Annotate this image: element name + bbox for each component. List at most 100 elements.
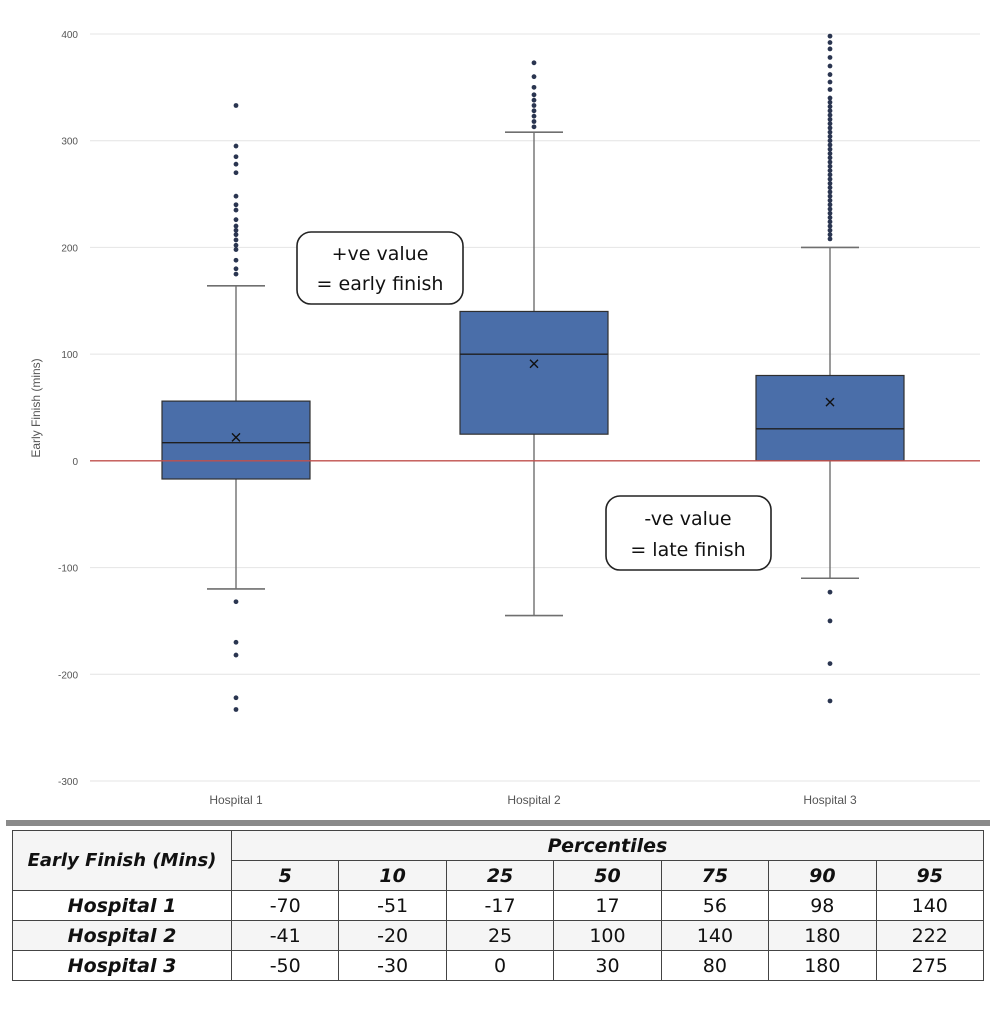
outlier-point [827, 129, 833, 135]
table-cell: -50 [230, 950, 340, 981]
outlier-point [827, 46, 833, 52]
outlier-point [827, 95, 833, 101]
table-cell: 30 [553, 950, 662, 981]
outlier-point [233, 257, 239, 263]
mean-marker [529, 359, 539, 369]
x-category-label: Hospital 2 [507, 793, 561, 807]
y-axis-ticks: -300 -200 -100 0 100 200 300 400 [58, 30, 78, 788]
outlier-point [531, 119, 537, 124]
annotation-late-finish: -ve value = late finish [605, 495, 772, 571]
outlier-point [827, 698, 833, 704]
outlier-point [827, 159, 833, 165]
outlier-point [827, 185, 833, 191]
annotation-early-finish: +ve value = early finish [296, 231, 464, 305]
table-cell: -17 [445, 890, 555, 921]
table-cell: 140 [660, 920, 770, 951]
outlier-point [531, 84, 537, 90]
outlier-point [827, 134, 833, 139]
box [755, 374, 905, 462]
table-cell: 98 [768, 890, 877, 921]
outlier-point [233, 223, 239, 229]
table-cell: -30 [338, 950, 447, 981]
y-tick-label: -200 [58, 670, 78, 681]
boxplot-chart: -300 -200 -100 0 100 200 300 400 Early Finish (… [29, 30, 980, 807]
outlier-point [233, 639, 239, 645]
outlier-point [827, 232, 833, 238]
table-cell: -51 [338, 890, 447, 921]
outlier-point [233, 599, 239, 605]
annotation-line: = late finish [630, 539, 745, 561]
outlier-point [827, 108, 833, 114]
outlier-point [233, 161, 239, 167]
outlier-point [827, 172, 833, 178]
outlier-point [233, 707, 239, 712]
outlier-point [233, 143, 239, 149]
outlier-point [827, 79, 833, 85]
outlier-point [531, 113, 537, 119]
outlier-point [827, 146, 833, 152]
x-axis-categories: Hospital 1 Hospital 2 Hospital 3 [209, 793, 857, 807]
y-tick-label: 0 [72, 457, 78, 468]
outlier-point [827, 138, 833, 144]
outlier-point [827, 618, 833, 624]
table-corner-label: Early Finish (Mins) [12, 830, 232, 891]
outlier-point [827, 63, 833, 69]
outlier-point [827, 155, 833, 161]
outlier-point [233, 103, 239, 108]
table-cell: 275 [875, 950, 985, 981]
outlier-point [531, 60, 537, 66]
outlier-point [531, 97, 537, 103]
annotation-box [605, 495, 772, 571]
outlier-point [233, 237, 239, 243]
outlier-point [827, 227, 833, 233]
outlier-point [827, 215, 833, 220]
outlier-point [233, 193, 239, 199]
annotation-box [296, 231, 464, 305]
y-tick-label: -300 [58, 777, 78, 788]
box [161, 400, 311, 480]
y-tick-label: 300 [61, 137, 78, 148]
table-cell: 222 [875, 920, 985, 951]
table-cell: 17 [553, 890, 662, 921]
outlier-point [827, 219, 833, 225]
y-tick-label: 200 [61, 243, 78, 254]
y-tick-label: 400 [61, 30, 78, 41]
y-tick-label: -100 [58, 564, 78, 575]
outlier-point [827, 198, 833, 203]
x-category-label: Hospital 3 [803, 793, 857, 807]
percentile-column-header: 75 [660, 860, 770, 891]
annotation-line: -ve value [644, 508, 731, 530]
percentiles-header: Percentiles [231, 830, 984, 861]
outlier-point [827, 87, 833, 92]
table-row: Hospital 2 -41 -20 25 100 140 180 222 [12, 920, 985, 951]
table-cell: 140 [875, 890, 985, 921]
outlier-point [827, 176, 833, 182]
percentile-column-header: 95 [875, 860, 985, 891]
outlier-point [827, 202, 833, 208]
outlier-point [531, 74, 537, 80]
table-cell: 180 [768, 920, 877, 951]
row-label: Hospital 2 [12, 920, 232, 951]
outlier-point [233, 652, 239, 658]
table-row: Hospital 1 -70 -51 -17 17 56 98 140 [12, 890, 985, 921]
outlier-point [827, 223, 833, 229]
outlier-point [233, 217, 239, 223]
outlier-point [827, 125, 833, 131]
outlier-point [827, 72, 833, 77]
table-cell: -20 [338, 920, 447, 951]
table-cell: 0 [445, 950, 555, 981]
row-label: Hospital 1 [12, 890, 232, 921]
outlier-point [233, 227, 239, 233]
y-tick-label: 100 [61, 350, 78, 361]
outlier-point [827, 589, 833, 595]
table-cell: 100 [553, 920, 662, 951]
outlier-point [233, 247, 239, 252]
outlier-point [827, 168, 833, 173]
table-cell: -41 [230, 920, 340, 951]
percentile-column-header: 5 [230, 860, 340, 891]
percentile-table-section: Early Finish (Mins) Percentiles 5 10 25 50 7… [6, 820, 990, 981]
outlier-point [233, 266, 239, 272]
outlier-point [827, 210, 833, 216]
outlier-point [827, 236, 833, 242]
outlier-point [233, 242, 239, 248]
